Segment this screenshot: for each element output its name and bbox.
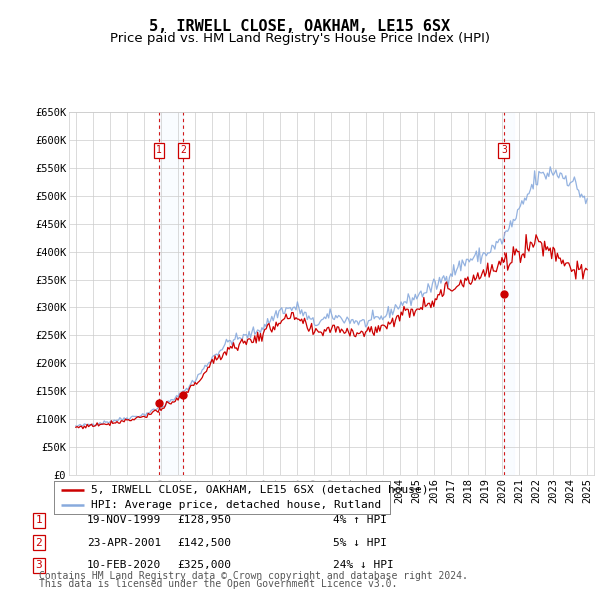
Text: Contains HM Land Registry data © Crown copyright and database right 2024.: Contains HM Land Registry data © Crown c… [39, 571, 468, 581]
Text: This data is licensed under the Open Government Licence v3.0.: This data is licensed under the Open Gov… [39, 579, 397, 589]
Bar [159, 112, 184, 475]
Text: £142,500: £142,500 [177, 538, 231, 548]
Text: 1: 1 [35, 516, 43, 525]
Text: HPI: Average price, detached house, Rutland: HPI: Average price, detached house, Rutl… [91, 500, 381, 510]
Text: 2: 2 [181, 145, 187, 155]
Text: 23-APR-2001: 23-APR-2001 [87, 538, 161, 548]
Text: 3: 3 [501, 145, 507, 155]
Text: 5, IRWELL CLOSE, OAKHAM, LE15 6SX: 5, IRWELL CLOSE, OAKHAM, LE15 6SX [149, 19, 451, 34]
Text: 5% ↓ HPI: 5% ↓ HPI [333, 538, 387, 548]
Text: £128,950: £128,950 [177, 516, 231, 525]
Text: 2: 2 [35, 538, 43, 548]
Text: Price paid vs. HM Land Registry's House Price Index (HPI): Price paid vs. HM Land Registry's House … [110, 32, 490, 45]
Text: 24% ↓ HPI: 24% ↓ HPI [333, 560, 394, 570]
Text: 1: 1 [156, 145, 162, 155]
Text: 4% ↑ HPI: 4% ↑ HPI [333, 516, 387, 525]
Text: 5, IRWELL CLOSE, OAKHAM, LE15 6SX (detached house): 5, IRWELL CLOSE, OAKHAM, LE15 6SX (detac… [91, 485, 428, 495]
Text: 3: 3 [35, 560, 43, 570]
Text: 10-FEB-2020: 10-FEB-2020 [87, 560, 161, 570]
Bar [504, 112, 514, 475]
Text: £325,000: £325,000 [177, 560, 231, 570]
Text: 19-NOV-1999: 19-NOV-1999 [87, 516, 161, 525]
